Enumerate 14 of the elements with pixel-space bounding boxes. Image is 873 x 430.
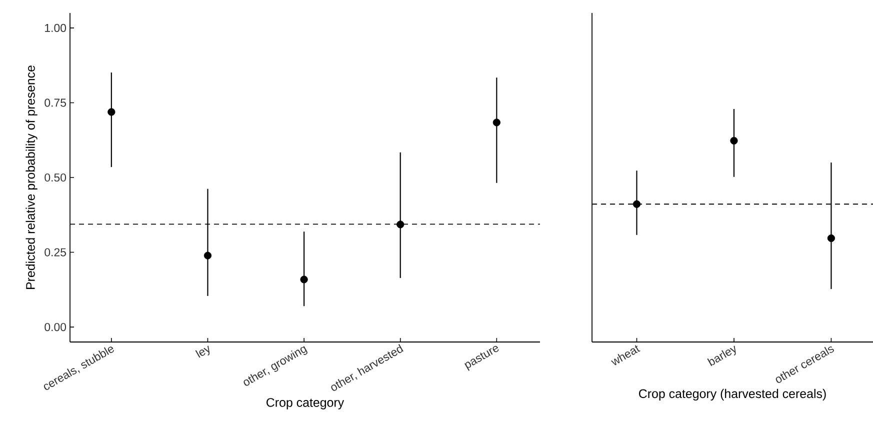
x-axis-title: Crop category (harvested cereals) <box>639 388 826 401</box>
y-tick-label: 0.25 <box>44 248 66 256</box>
y-tick-label: 0.75 <box>44 98 66 107</box>
point <box>492 118 500 126</box>
x-axis-title: Crop category <box>266 398 344 410</box>
point <box>396 220 404 228</box>
point <box>108 108 116 116</box>
y-tick-label: 0.50 <box>44 173 66 182</box>
point <box>300 276 308 284</box>
y-tick-label: 1.00 <box>45 24 66 32</box>
point <box>204 252 212 260</box>
x-tick-label: ley <box>195 346 210 358</box>
y-tick-label: 0.00 <box>44 322 66 332</box>
y-axis-title: Predicted relative probability of presence <box>26 66 38 289</box>
